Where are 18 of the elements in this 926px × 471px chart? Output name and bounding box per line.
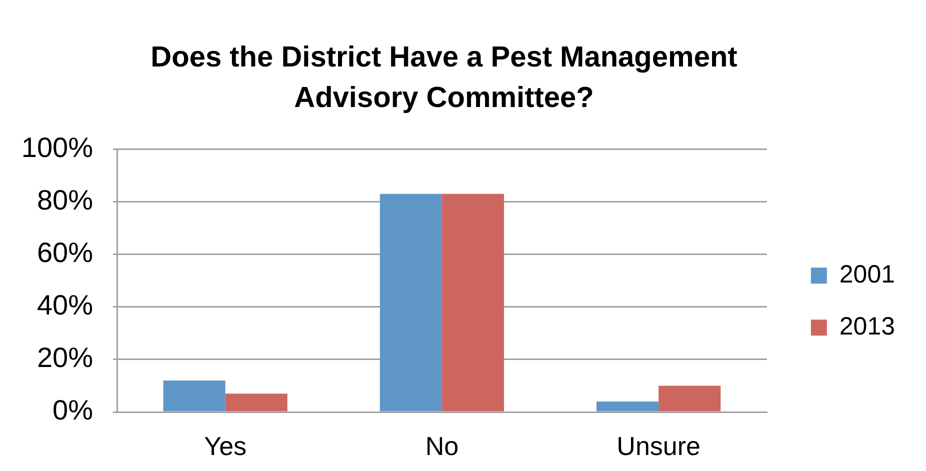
y-tick-label: 40%	[36, 290, 93, 321]
y-tick-label: 20%	[36, 342, 93, 374]
bar	[225, 394, 288, 412]
y-tick-label: 60%	[36, 237, 93, 268]
y-tick-label: 0%	[52, 394, 93, 426]
y-tick-label: 100%	[21, 132, 93, 163]
y-tick-label: 80%	[36, 184, 93, 216]
legend-label: 2013	[839, 312, 896, 340]
bar	[442, 194, 504, 412]
x-tick-label: No	[425, 430, 459, 461]
legend-label: 2001	[839, 260, 896, 288]
x-tick-label: Yes	[204, 430, 247, 461]
bar	[596, 401, 659, 412]
x-tick-label: Unsure	[616, 430, 700, 461]
chart-title: Does the District Have a Pest Management Advisory Committee?	[150, 41, 738, 114]
bar	[380, 194, 442, 412]
bar	[163, 380, 226, 412]
bar	[658, 386, 721, 412]
